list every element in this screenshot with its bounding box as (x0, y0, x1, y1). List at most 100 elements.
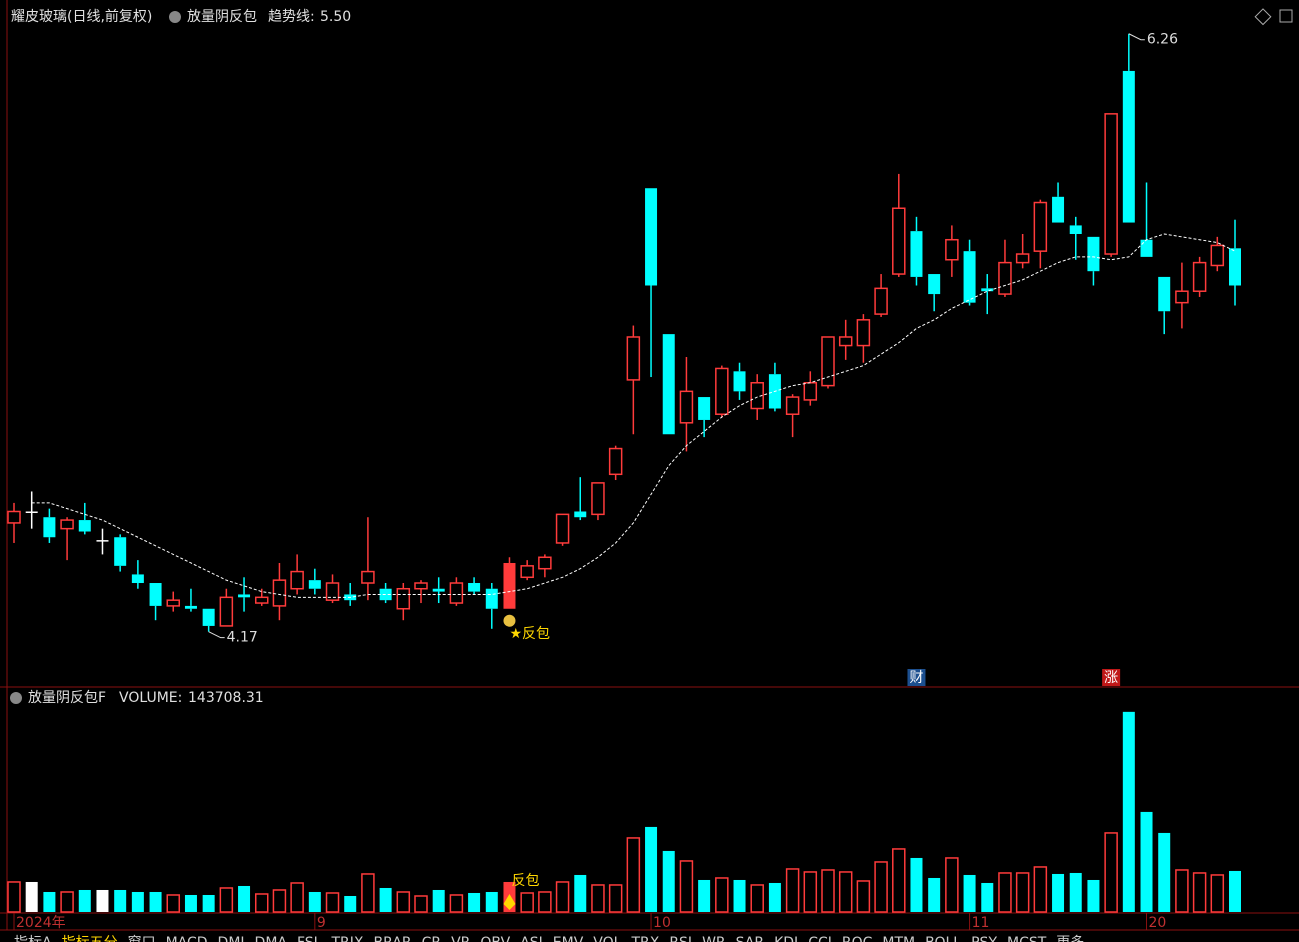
volume-bar (219, 887, 234, 913)
volume-bar (785, 868, 800, 913)
volume-bar (1122, 711, 1135, 912)
candle-body (856, 319, 871, 347)
volume-bar (892, 848, 906, 913)
indicator-tab[interactable]: FSL (297, 935, 322, 942)
volume-bar (1175, 869, 1189, 913)
candle-body (591, 482, 605, 516)
candle-body (679, 390, 694, 424)
volume-bar (272, 889, 287, 913)
volume-bar (838, 871, 853, 913)
volume-bar (344, 895, 357, 912)
candle-body (7, 510, 21, 524)
indicator-tab[interactable]: 更多 (1056, 934, 1084, 942)
candle-body (1052, 196, 1065, 223)
candle-body (60, 519, 74, 530)
marker-box (1102, 669, 1121, 686)
indicator-tab[interactable]: EMV (553, 935, 584, 942)
candle-body (238, 594, 251, 598)
volume-bar (379, 887, 392, 912)
indicator-tab[interactable]: ROC (842, 935, 873, 942)
candle-body (1122, 70, 1135, 223)
candle-body (1158, 276, 1171, 312)
indicator-tab[interactable]: CCI (808, 935, 832, 942)
candle-body (1033, 201, 1048, 252)
indicator-tab[interactable]: WR (702, 935, 726, 942)
marker-label: 涨 (1104, 670, 1118, 686)
candle-body (574, 511, 587, 518)
indicator-tab[interactable]: 指标五分 (62, 935, 118, 942)
volume-bar (7, 881, 21, 913)
trend-line (31, 233, 1236, 598)
indicator-tab[interactable]: VOL (593, 935, 621, 942)
indicator-tab[interactable]: BRAR (373, 935, 411, 942)
candle-body (538, 556, 552, 570)
candle-body (25, 511, 38, 513)
toolbar-icon[interactable] (1279, 9, 1293, 23)
indicator-tab[interactable]: MCST (1007, 935, 1047, 942)
volume-label: VOLUME: (119, 690, 182, 706)
volume-bar (166, 894, 181, 913)
candle-body (131, 574, 144, 584)
candle-body (821, 336, 835, 387)
indicator-tab[interactable]: KDJ (774, 935, 798, 942)
candle-body (414, 582, 428, 590)
candle-body (449, 582, 464, 604)
indicator-tab[interactable]: TRIX (330, 935, 363, 942)
volume-bar (574, 874, 587, 912)
candle-body (910, 231, 923, 277)
volume-bar (1104, 832, 1118, 913)
indicator-tab[interactable]: MACD (166, 935, 208, 942)
indicator-tab[interactable]: RSI (669, 935, 692, 942)
candle-body (290, 570, 304, 590)
candle-body (114, 537, 127, 566)
indicator-tab[interactable]: 指标A (14, 935, 52, 942)
volume-bar (396, 891, 411, 913)
volume-bar (1015, 872, 1030, 913)
volume-bar (679, 860, 694, 913)
volume-bar (432, 889, 445, 912)
volume-bar (1033, 866, 1048, 913)
indicator-tab[interactable]: DMA (255, 935, 288, 942)
indicator-icon[interactable] (169, 11, 181, 23)
candle-body (963, 251, 976, 303)
candle-body (662, 334, 675, 435)
indicator-tab[interactable]: VR (451, 935, 471, 942)
candle-body (555, 513, 570, 544)
candle-body (78, 520, 91, 532)
toolbar-icon[interactable] (1254, 8, 1272, 26)
indicator-tab[interactable]: TRX (630, 935, 659, 942)
indicator-tab[interactable]: DMI (218, 935, 245, 942)
volume-bar (928, 877, 941, 912)
volume-bar (768, 882, 781, 912)
candle-body (715, 367, 729, 415)
candle-body (874, 287, 888, 315)
x-tick-label: 20 (1149, 915, 1167, 931)
volume-bar (238, 885, 251, 912)
volume-bar (485, 891, 498, 912)
volume-bar (96, 889, 109, 912)
indicator-tab[interactable]: OBV (480, 935, 510, 942)
high-pointer (1128, 33, 1145, 41)
indicator-tab[interactable]: SAR (736, 935, 765, 942)
indicator-icon[interactable] (10, 692, 22, 704)
candle-body (1087, 236, 1100, 272)
candle-body (892, 207, 906, 275)
indicator-tab[interactable]: ASI (520, 935, 543, 942)
volume-bar (114, 889, 127, 912)
volume-bar (149, 891, 162, 912)
indicator-tab[interactable]: MTM (882, 935, 915, 942)
volume-bar (874, 861, 888, 913)
volume-bar (308, 891, 321, 912)
marker-box (907, 669, 926, 686)
indicator-tab[interactable]: BOLL (925, 935, 961, 942)
indicator-tab[interactable]: 窗口 (128, 934, 156, 942)
candle-body (1104, 113, 1118, 255)
indicator-tab[interactable]: CR (422, 935, 442, 942)
candle-body (981, 288, 994, 292)
indicator-tab[interactable]: PSY (971, 935, 997, 942)
high-label: 6.26 (1147, 32, 1178, 48)
volume-bar (1052, 873, 1065, 912)
candle-body (785, 396, 800, 415)
